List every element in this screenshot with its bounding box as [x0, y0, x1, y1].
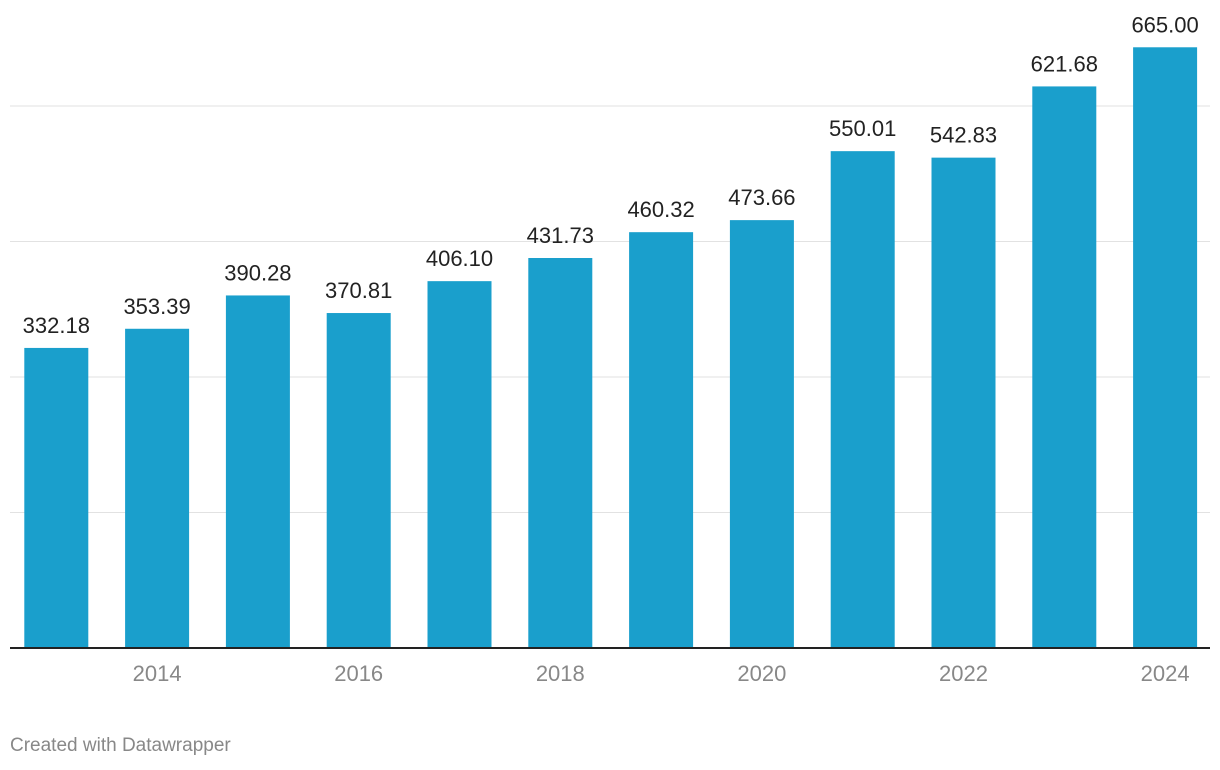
bar-2013: [24, 347, 89, 648]
bar-2022: [931, 157, 996, 649]
credit-text: Created with Datawrapper: [10, 735, 231, 756]
value-label-2021: 550.01: [829, 116, 896, 141]
bar-2024: [1133, 47, 1198, 649]
bars: [24, 47, 1198, 649]
x-tick-label-2016: 2016: [334, 661, 383, 686]
bar-2020: [729, 220, 794, 648]
value-label-2014: 353.39: [123, 294, 190, 319]
bar-2016: [326, 313, 391, 648]
x-tick-label-2020: 2020: [737, 661, 786, 686]
value-label-2019: 460.32: [627, 197, 694, 222]
bar-2017: [427, 281, 492, 648]
value-label-2023: 621.68: [1031, 51, 1098, 76]
value-label-2016: 370.81: [325, 278, 392, 303]
value-label-2024: 665.00: [1131, 12, 1198, 37]
x-tick-label-2022: 2022: [939, 661, 988, 686]
value-label-2020: 473.66: [728, 185, 795, 210]
value-label-2022: 542.83: [930, 123, 997, 148]
x-tick-label-2018: 2018: [536, 661, 585, 686]
bar-2023: [1032, 86, 1097, 649]
value-labels: 332.18 353.39 390.28 370.81 406.10 431.73 460.…: [23, 12, 1199, 338]
bar-2018: [528, 258, 593, 648]
bar-2014: [125, 328, 190, 648]
bar-chart: 332.18 353.39 390.28 370.81 406.10 431.73 460.…: [10, 12, 1210, 686]
bar-2015: [225, 295, 290, 648]
value-label-2017: 406.10: [426, 246, 493, 271]
bar-2019: [629, 232, 694, 648]
value-label-2013: 332.18: [23, 313, 90, 338]
x-axis-ticks: 2014 2016 2018 2020 2022 2024: [133, 661, 1190, 686]
gridlines: [10, 105, 1210, 513]
value-label-2015: 390.28: [224, 260, 291, 285]
x-tick-label-2024: 2024: [1141, 661, 1190, 686]
bar-2021: [830, 151, 895, 648]
x-tick-label-2014: 2014: [133, 661, 182, 686]
value-label-2018: 431.73: [527, 223, 594, 248]
